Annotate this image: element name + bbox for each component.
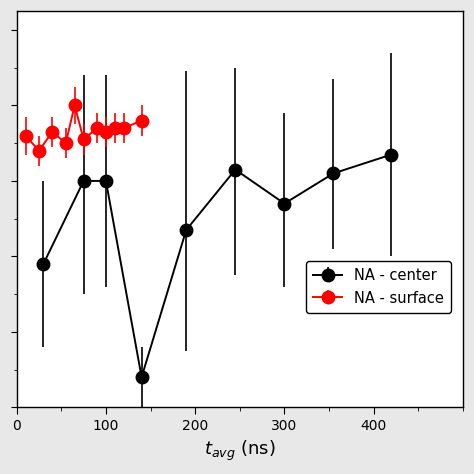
- Legend: NA - center, NA - surface: NA - center, NA - surface: [306, 261, 451, 313]
- X-axis label: $t_{avg}$ (ns): $t_{avg}$ (ns): [204, 439, 276, 463]
